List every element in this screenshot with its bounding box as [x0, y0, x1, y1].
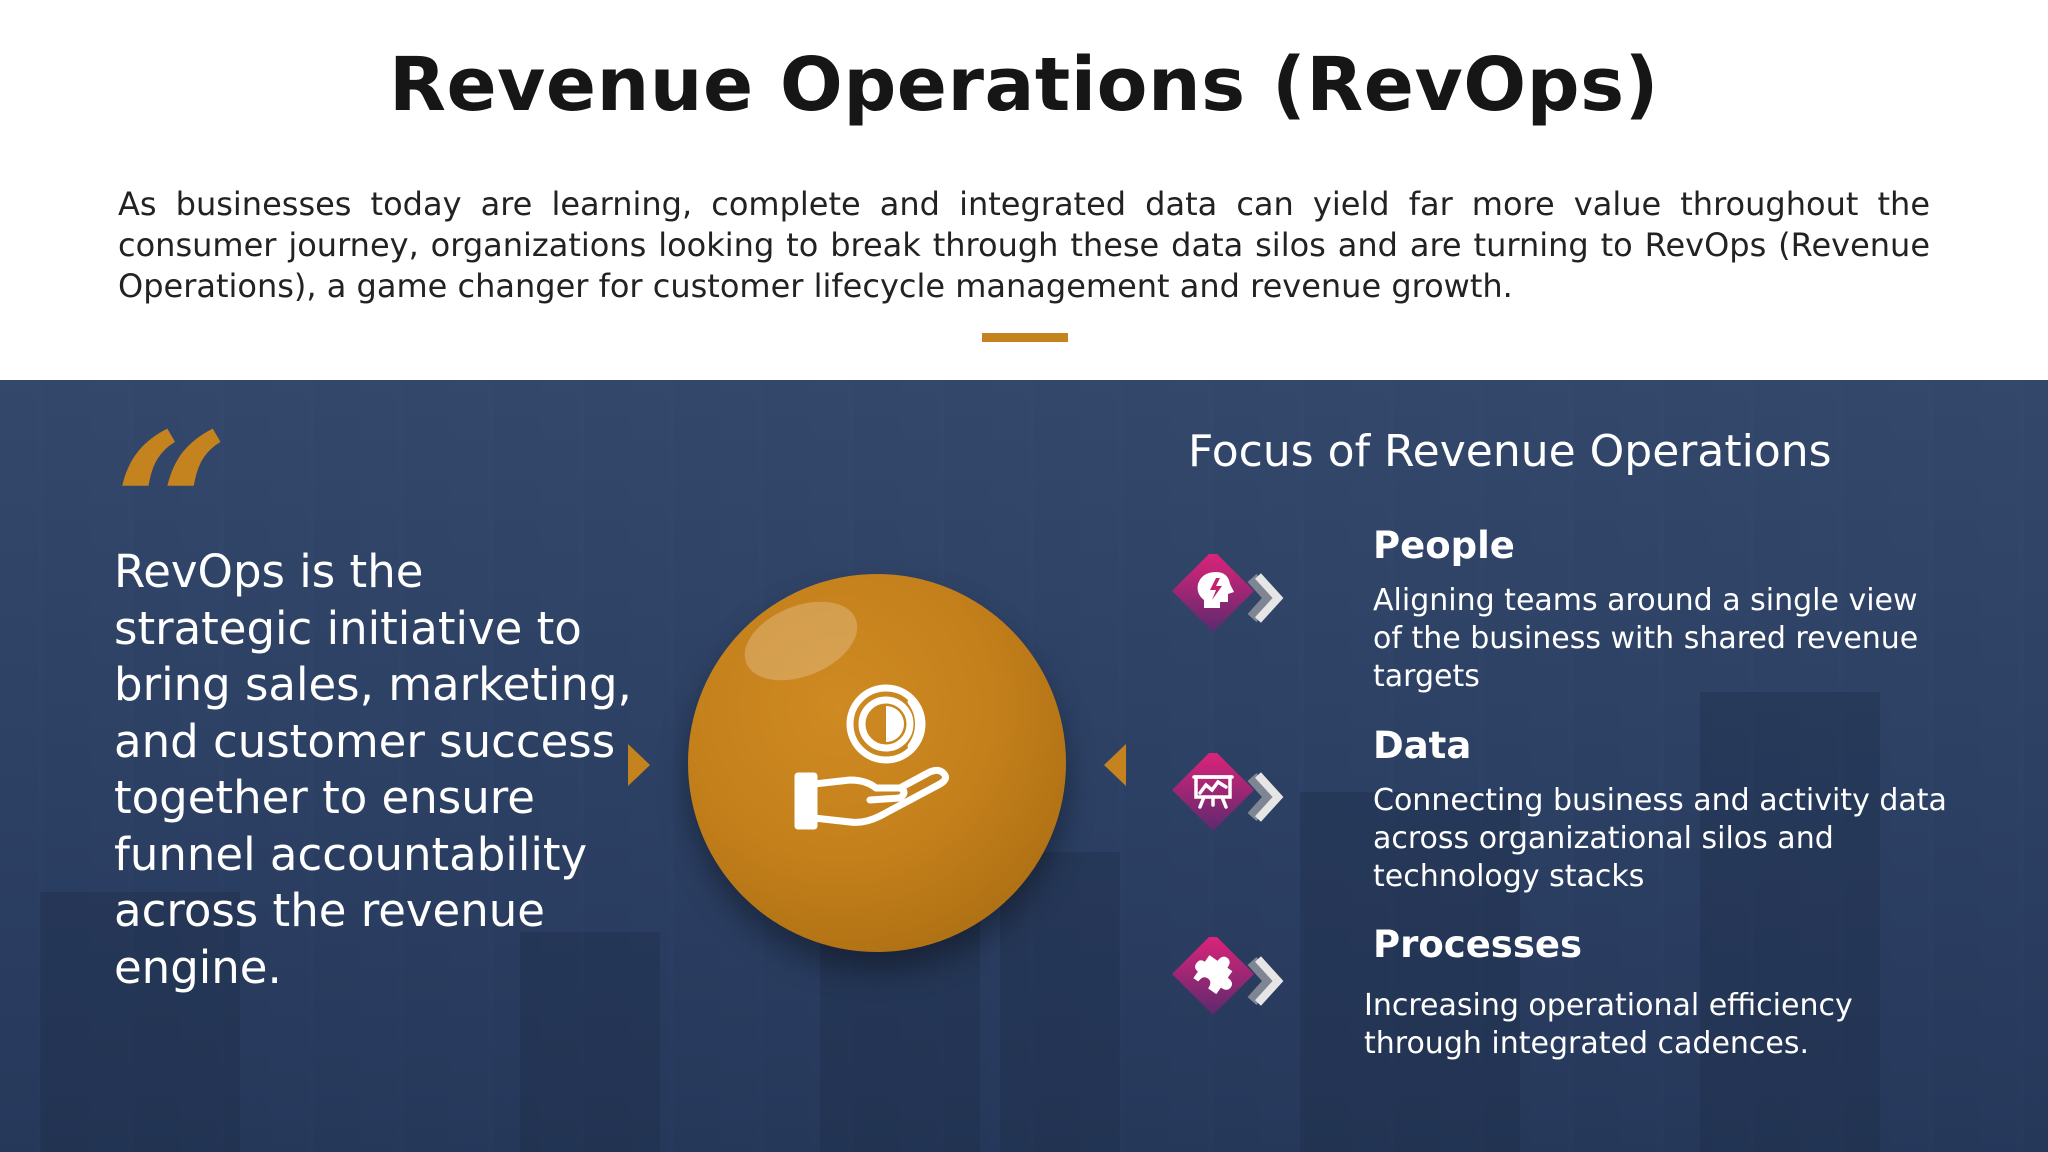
right-pointer-icon: [1104, 744, 1126, 786]
focus-title: Focus of Revenue Operations: [1188, 426, 1832, 477]
page-title: Revenue Operations (RevOps): [389, 42, 1659, 128]
presentation-board-icon: [1171, 753, 1284, 832]
quote-mark-icon: “: [114, 408, 230, 548]
quote-text: RevOps is the strategic initiative to br…: [114, 545, 632, 994]
focus-item-processes-description: Increasing operational efficiency throug…: [1364, 988, 1853, 1061]
center-orb: [688, 574, 1066, 952]
focus-item-processes-heading: Processes: [1373, 923, 1582, 966]
brain-head-icon: [1171, 554, 1284, 633]
left-pointer-icon: [628, 744, 650, 786]
intro-paragraph: As businesses today are learning, comple…: [118, 185, 1930, 305]
focus-item-data-heading: Data: [1373, 724, 1472, 767]
puzzle-piece-icon: [1171, 937, 1284, 1016]
focus-item-people-heading: People: [1373, 524, 1515, 567]
coin-in-hand-icon: [794, 684, 949, 830]
focus-item-people-description: Aligning teams around a single view of t…: [1373, 583, 1919, 694]
focus-item-data-description: Connecting business and activity data ac…: [1373, 783, 1947, 894]
title-divider: [982, 333, 1068, 342]
